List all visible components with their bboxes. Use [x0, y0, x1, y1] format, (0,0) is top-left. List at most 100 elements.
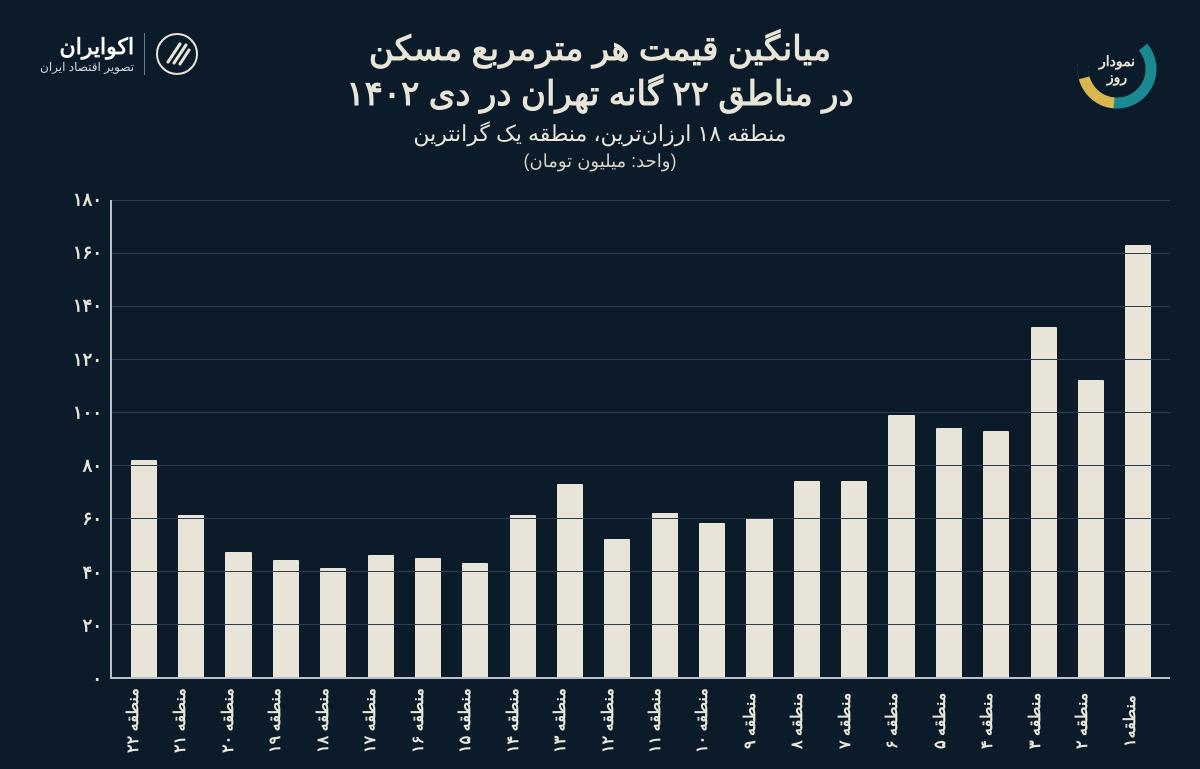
x-tick-label: منطقه ۳	[1026, 685, 1061, 757]
badge-line2: روز	[1099, 69, 1135, 85]
bar-slot	[552, 200, 587, 677]
bar-slot	[742, 200, 777, 677]
x-tick-label: منطقه ۱۳	[551, 685, 586, 757]
bar-slot	[836, 200, 871, 677]
brand-logo-icon	[155, 32, 199, 76]
bar	[557, 484, 583, 677]
x-tick-label: منطقه ۸	[788, 685, 823, 757]
y-tick-label: ۸۰	[83, 456, 102, 477]
bar-chart: ۰۲۰۴۰۶۰۸۰۱۰۰۱۲۰۱۴۰۱۶۰۱۸۰ منطقه۱منطقه ۲من…	[60, 200, 1170, 679]
x-tick-label: منطقه ۲۱	[171, 685, 206, 757]
bar-slot	[931, 200, 966, 677]
badge-label: نمودار روز	[1099, 53, 1135, 85]
bars-container	[112, 200, 1170, 677]
bar-slot	[600, 200, 635, 677]
brand-block: اکوایران تصویر اقتصاد ایران	[40, 32, 199, 76]
bar	[983, 431, 1009, 677]
bar-slot	[363, 200, 398, 677]
x-tick-label: منطقه ۹	[741, 685, 776, 757]
bar	[510, 515, 536, 677]
y-tick-label: ۶۰	[83, 509, 102, 530]
x-tick-label: منطقه ۱۸	[314, 685, 349, 757]
bar	[841, 481, 867, 677]
bar	[794, 481, 820, 677]
badge-line1: نمودار	[1099, 53, 1135, 69]
bar-slot	[884, 200, 919, 677]
bar	[415, 558, 441, 677]
brand-text: اکوایران تصویر اقتصاد ایران	[40, 34, 134, 74]
grid-line	[112, 359, 1170, 360]
chart-unit: (واحد: میلیون تومان)	[40, 151, 1160, 172]
bar	[178, 515, 204, 677]
grid-line	[112, 306, 1170, 307]
bar-slot	[268, 200, 303, 677]
x-tick-label: منطقه۱	[1121, 685, 1156, 757]
bar	[699, 523, 725, 677]
bar-slot	[410, 200, 445, 677]
bar	[1125, 245, 1151, 677]
x-tick-label: منطقه ۵	[931, 685, 966, 757]
y-tick-label: ۱۰۰	[73, 402, 102, 423]
x-tick-label: منطقه ۱۷	[361, 685, 396, 757]
plot-area	[110, 200, 1170, 679]
bar-slot	[458, 200, 493, 677]
bar-slot	[1073, 200, 1108, 677]
y-tick-label: ۱۲۰	[73, 349, 102, 370]
bar-slot	[173, 200, 208, 677]
x-tick-label: منطقه ۲	[1073, 685, 1108, 757]
bar-slot	[505, 200, 540, 677]
bar	[273, 560, 299, 677]
x-tick-label: منطقه ۲۰	[219, 685, 254, 757]
grid-line	[112, 571, 1170, 572]
bar-slot	[126, 200, 161, 677]
x-tick-label: منطقه ۷	[836, 685, 871, 757]
grid-line	[112, 253, 1170, 254]
bar-slot	[1121, 200, 1156, 677]
x-tick-label: منطقه ۱۴	[504, 685, 539, 757]
y-tick-label: ۱۸۰	[73, 190, 102, 211]
x-tick-label: منطقه ۴	[978, 685, 1013, 757]
bar-slot	[979, 200, 1014, 677]
x-tick-label: منطقه ۱۲	[599, 685, 634, 757]
bar-slot	[221, 200, 256, 677]
y-tick-label: ۱۶۰	[73, 243, 102, 264]
chart-subtitle: منطقه ۱۸ ارزان‌ترین، منطقه یک گرانترین	[40, 121, 1160, 147]
bar-slot	[789, 200, 824, 677]
bar	[652, 513, 678, 677]
bar	[320, 568, 346, 677]
brand-divider	[144, 33, 145, 75]
bar	[131, 460, 157, 677]
x-tick-label: منطقه ۱۶	[409, 685, 444, 757]
brand-tagline: تصویر اقتصاد ایران	[40, 60, 134, 74]
bar-slot	[1026, 200, 1061, 677]
grid-line	[112, 200, 1170, 201]
y-tick-label: ۲۰	[83, 615, 102, 636]
y-axis: ۰۲۰۴۰۶۰۸۰۱۰۰۱۲۰۱۴۰۱۶۰۱۸۰	[60, 200, 110, 679]
bar	[888, 415, 914, 677]
grid-line	[112, 412, 1170, 413]
bar	[368, 555, 394, 677]
grid-line	[112, 518, 1170, 519]
chart-title-line1: میانگین قیمت هر مترمربع مسکن	[40, 28, 1160, 71]
title-block: میانگین قیمت هر مترمربع مسکن در مناطق ۲۲…	[40, 28, 1160, 172]
bar-slot	[647, 200, 682, 677]
bar	[1078, 380, 1104, 677]
x-tick-label: منطقه ۱۱	[646, 685, 681, 757]
x-axis-labels: منطقه۱ منطقه ۲ منطقه ۳ منطقه ۴ منطقه ۵ منطقه …	[110, 685, 1170, 757]
daily-chart-badge: نمودار روز	[1074, 26, 1160, 112]
bar	[604, 539, 630, 677]
grid-line	[112, 624, 1170, 625]
x-tick-label: منطقه ۶	[883, 685, 918, 757]
x-tick-label: منطقه ۲۲	[124, 685, 159, 757]
bar	[462, 563, 488, 677]
bar-slot	[694, 200, 729, 677]
y-tick-label: ۴۰	[83, 562, 102, 583]
y-tick-label: ۱۴۰	[73, 296, 102, 317]
x-tick-label: منطقه ۱۵	[456, 685, 491, 757]
header: اکوایران تصویر اقتصاد ایران نمودار روز م…	[0, 0, 1200, 182]
bar-slot	[316, 200, 351, 677]
x-tick-label: منطقه ۱۰	[693, 685, 728, 757]
x-tick-label: منطقه ۱۹	[266, 685, 301, 757]
chart-title-line2: در مناطق ۲۲ گانه تهران در دی ۱۴۰۲	[40, 73, 1160, 116]
grid-line	[112, 465, 1170, 466]
